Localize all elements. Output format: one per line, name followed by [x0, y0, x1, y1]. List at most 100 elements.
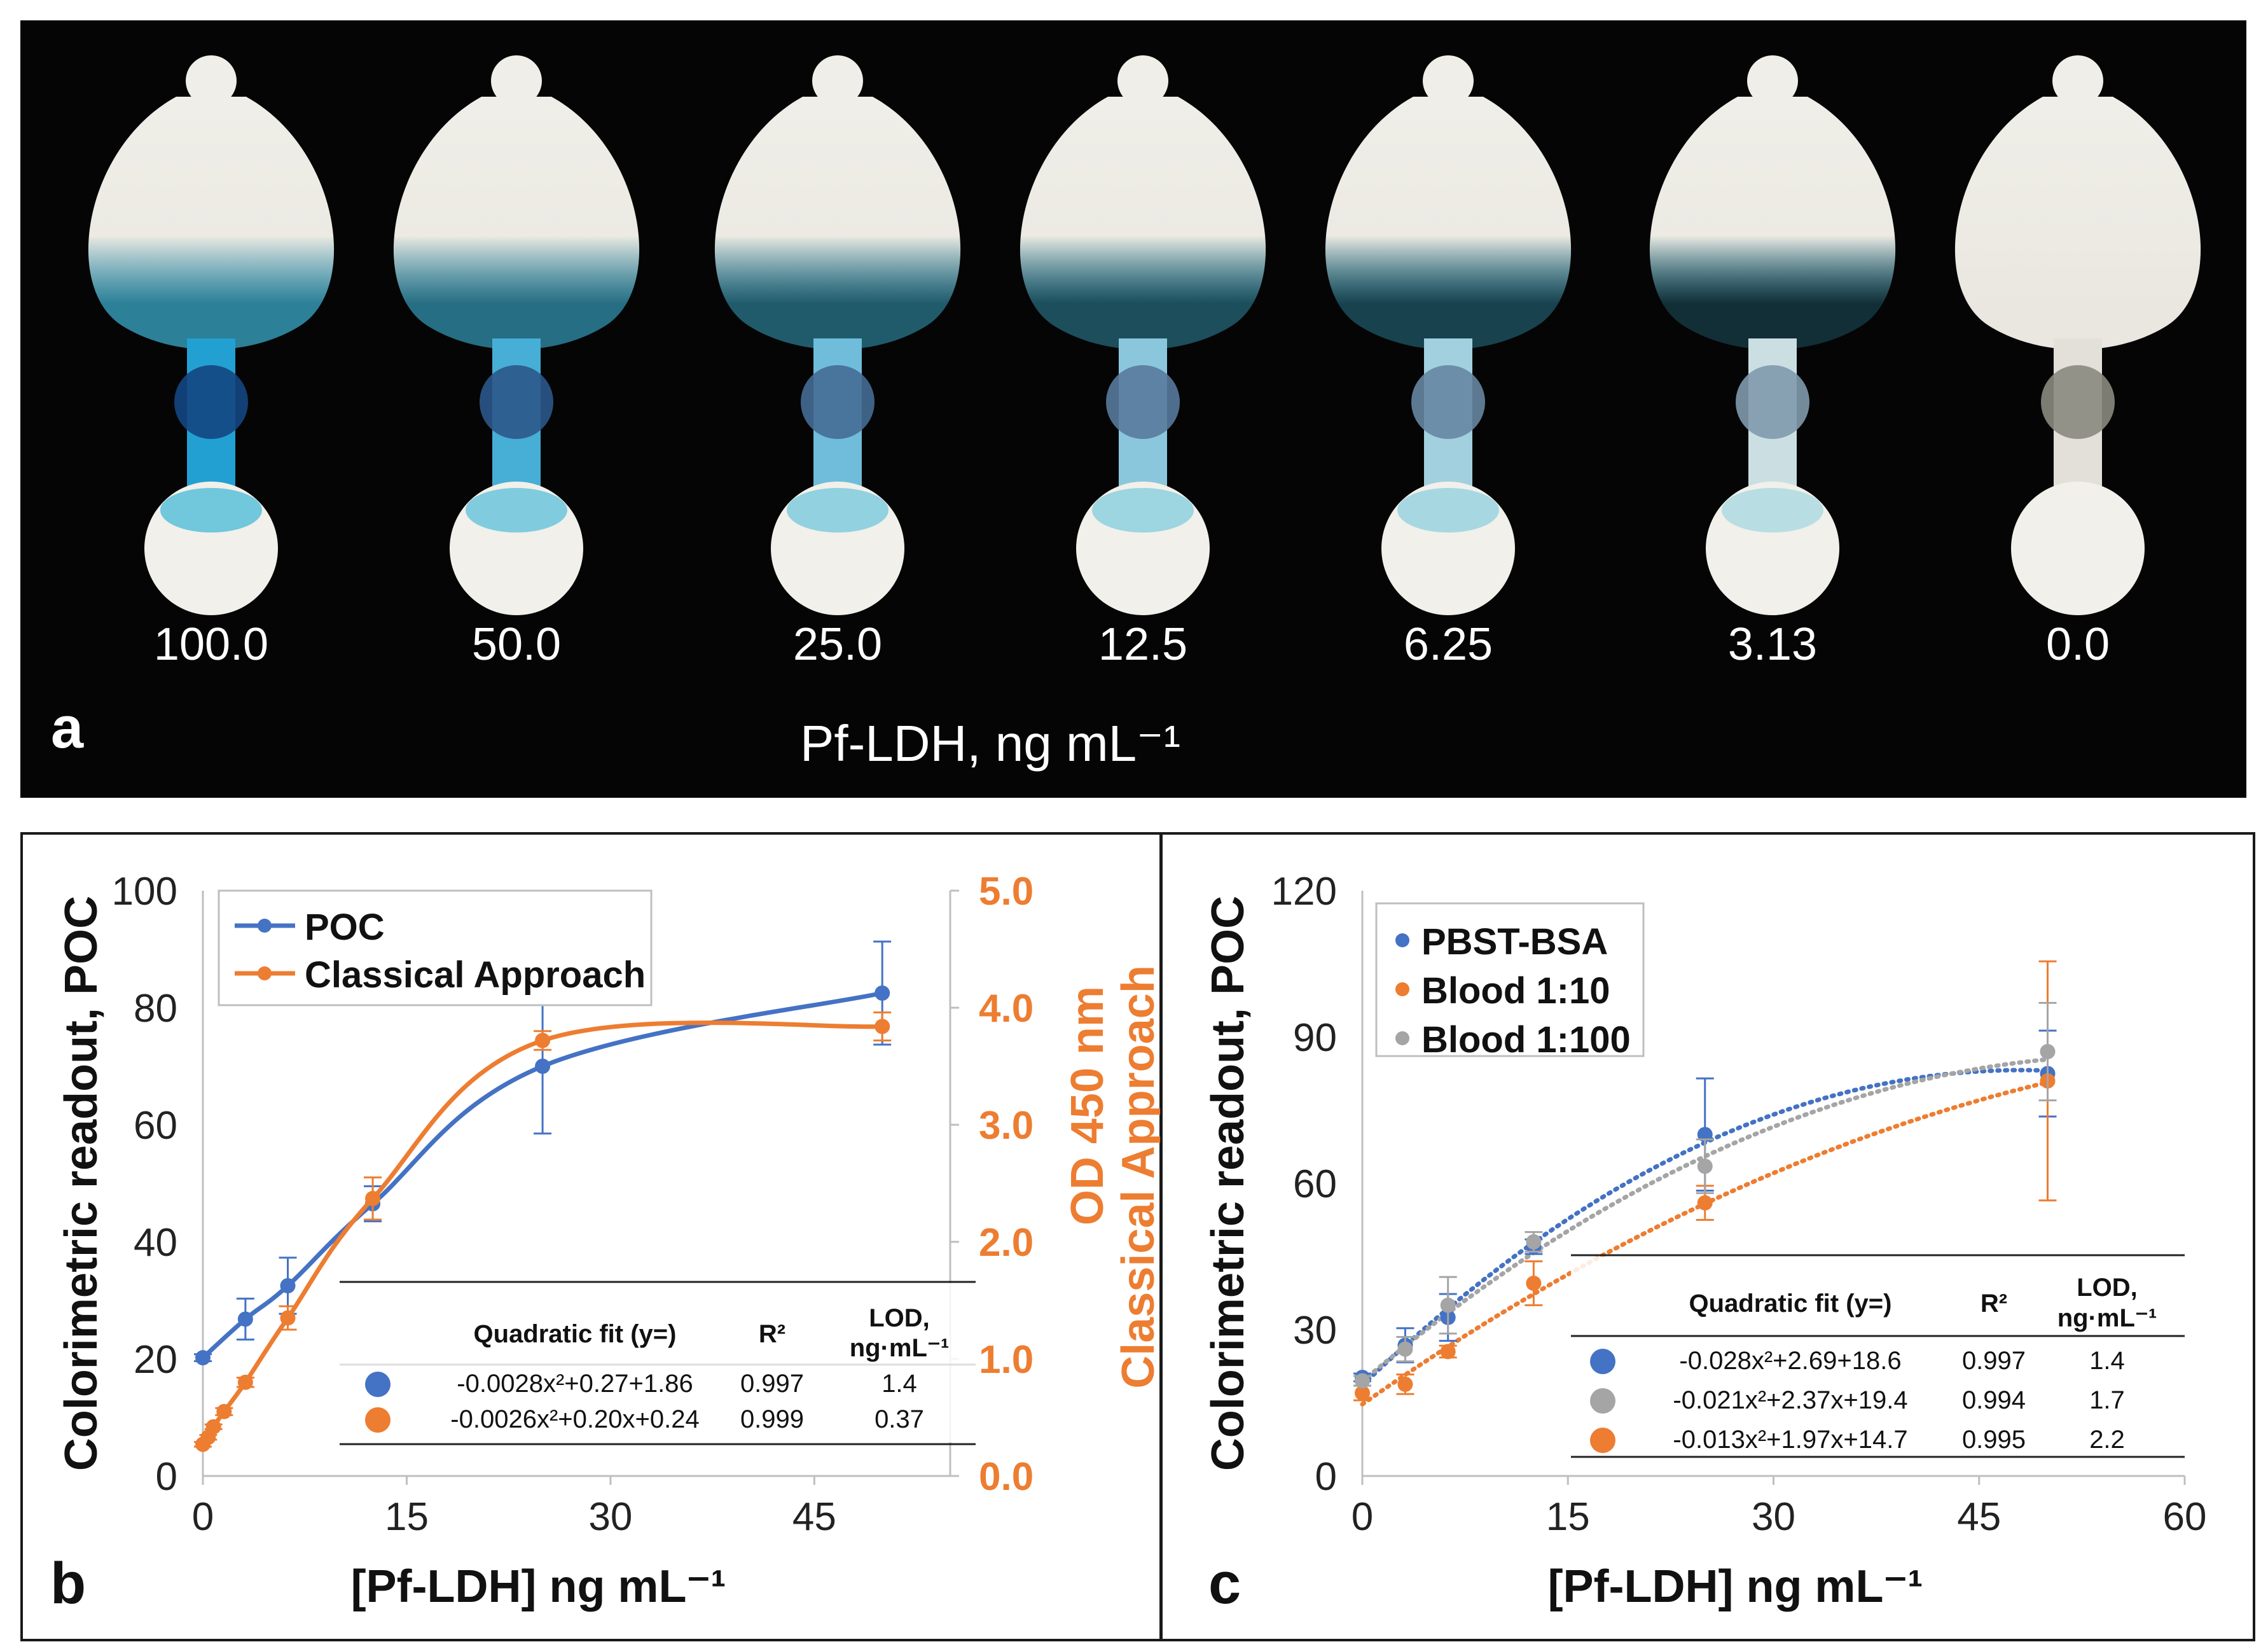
- x-tick-label: 45: [792, 1495, 836, 1539]
- x-tick-label: 15: [1546, 1495, 1590, 1539]
- table-header-fit: Quadratic fit (y=): [1689, 1290, 1892, 1318]
- data-point: [280, 1310, 296, 1326]
- x-tick-label: 30: [1752, 1495, 1795, 1539]
- data-point: [1440, 1344, 1456, 1360]
- y-tick-label: 80: [134, 987, 177, 1031]
- y-tick-label: 40: [134, 1221, 177, 1265]
- table-header-lod: LOD,: [869, 1304, 930, 1332]
- strip-nub: [186, 55, 237, 106]
- concentration-label: 100.0: [153, 619, 269, 670]
- table-fit-equation: -0.0026x²+0.20x+0.24: [450, 1405, 699, 1433]
- data-point: [1697, 1127, 1713, 1143]
- strip-nub: [1423, 55, 1474, 106]
- legend-label: Blood 1:10: [1421, 970, 1610, 1012]
- x-tick-label: 60: [2163, 1495, 2207, 1539]
- table-series-marker: [365, 1372, 391, 1397]
- data-point: [365, 1190, 381, 1206]
- table-bg: [1571, 1256, 2185, 1473]
- strip-head: [393, 97, 640, 350]
- x-tick-label: 30: [588, 1495, 632, 1539]
- strip-bottom-stain: [466, 488, 567, 532]
- table-header-lod-unit: ng·mL⁻¹: [2057, 1304, 2157, 1332]
- concentration-label: 6.25: [1403, 619, 1493, 670]
- table-fit-equation: -0.013x²+1.97x+14.7: [1673, 1426, 1907, 1454]
- strip-head: [1954, 97, 2201, 350]
- panel-a-letter: a: [51, 695, 84, 760]
- data-point: [237, 1374, 253, 1390]
- legend-label: POC: [305, 907, 385, 948]
- table-lod-value: 2.2: [2089, 1426, 2125, 1454]
- table-r2-value: 0.995: [1962, 1426, 2026, 1454]
- data-point: [1697, 1195, 1713, 1211]
- data-point: [875, 1019, 890, 1034]
- data-point: [1440, 1297, 1456, 1313]
- x-tick-label: 0: [192, 1495, 214, 1539]
- table-r2-value: 0.997: [740, 1370, 804, 1398]
- data-point: [195, 1350, 211, 1366]
- table-series-marker: [1590, 1428, 1615, 1453]
- strip-head: [1325, 97, 1572, 350]
- data-point: [205, 1419, 221, 1435]
- legend-marker: [1395, 1031, 1409, 1045]
- table-r2-value: 0.999: [740, 1405, 804, 1433]
- test-strip: [714, 55, 961, 615]
- legend-marker: [1395, 982, 1409, 996]
- y-tick-label: 100: [112, 870, 177, 914]
- strip-nub: [1747, 55, 1798, 106]
- strip-head: [1649, 97, 1896, 350]
- test-strips-illustration: [88, 55, 2201, 615]
- table-series-marker: [1590, 1388, 1615, 1414]
- test-strip: [88, 55, 335, 615]
- y-tick-label: 20: [134, 1338, 177, 1382]
- concentration-label: 3.13: [1727, 619, 1818, 670]
- table-bg: [340, 1283, 976, 1442]
- strip-detection-zone: [174, 365, 248, 439]
- strip-bottom-stain: [1092, 488, 1194, 532]
- table-lod-value: 1.4: [882, 1370, 917, 1398]
- y-tick-label: 30: [1293, 1309, 1337, 1353]
- data-point: [1397, 1341, 1413, 1357]
- test-strip: [1325, 55, 1572, 615]
- data-point: [1526, 1234, 1542, 1249]
- legend-box: [218, 889, 653, 1006]
- y2-tick-label: 4.0: [979, 987, 1034, 1031]
- data-point: [2040, 1044, 2056, 1059]
- strip-bottom-disc: [2011, 482, 2145, 615]
- test-strip: [1649, 55, 1896, 615]
- data-point: [1355, 1385, 1370, 1401]
- y-axis-title: Colorimetric readout, POC: [56, 896, 107, 1471]
- table-lod-value: 1.4: [2089, 1347, 2125, 1375]
- table-header-fit: Quadratic fit (y=): [474, 1320, 677, 1348]
- table-series-marker: [365, 1407, 391, 1433]
- strip-detection-zone: [2041, 365, 2115, 439]
- test-strip: [393, 55, 640, 615]
- concentration-label: 25.0: [792, 619, 883, 670]
- table-fit-equation: -0.021x²+2.37x+19.4: [1673, 1386, 1907, 1414]
- strip-nub: [1117, 55, 1168, 106]
- legend-marker: [258, 919, 272, 933]
- data-point: [237, 1311, 253, 1327]
- table-header-lod: LOD,: [2077, 1274, 2138, 1302]
- x-tick-label: 0: [1352, 1495, 1373, 1539]
- data-point: [875, 985, 890, 1001]
- data-point: [1526, 1276, 1542, 1291]
- legend-label: Blood 1:100: [1421, 1019, 1631, 1061]
- table-header-lod-unit: ng·mL⁻¹: [850, 1334, 950, 1362]
- y-tick-label: 90: [1293, 1016, 1337, 1060]
- strip-bottom-disc: [1706, 482, 1839, 615]
- y-tick-label: 0: [1315, 1455, 1337, 1499]
- y2-tick-label: 2.0: [979, 1221, 1034, 1265]
- table-fit-equation: -0.0028x²+0.27+1.86: [457, 1370, 693, 1398]
- chart-b: 0 20 40 60 80 100 0.0 1.0 2.0 3.0 4.0 5.0 0 15 30 45 Col…: [50, 870, 1160, 1616]
- data-point: [1355, 1373, 1370, 1389]
- y2-tick-label: 0.0: [979, 1455, 1034, 1499]
- test-strip: [1954, 55, 2201, 615]
- strip-detection-zone: [1106, 365, 1180, 439]
- y2-tick-label: 3.0: [979, 1104, 1034, 1148]
- test-strip: [1020, 55, 1266, 615]
- table-lod-value: 0.37: [875, 1405, 924, 1433]
- table-lod-value: 1.7: [2089, 1386, 2125, 1414]
- data-point: [1397, 1376, 1413, 1392]
- concentration-label: 12.5: [1098, 619, 1188, 670]
- y2-tick-label: 5.0: [979, 870, 1034, 914]
